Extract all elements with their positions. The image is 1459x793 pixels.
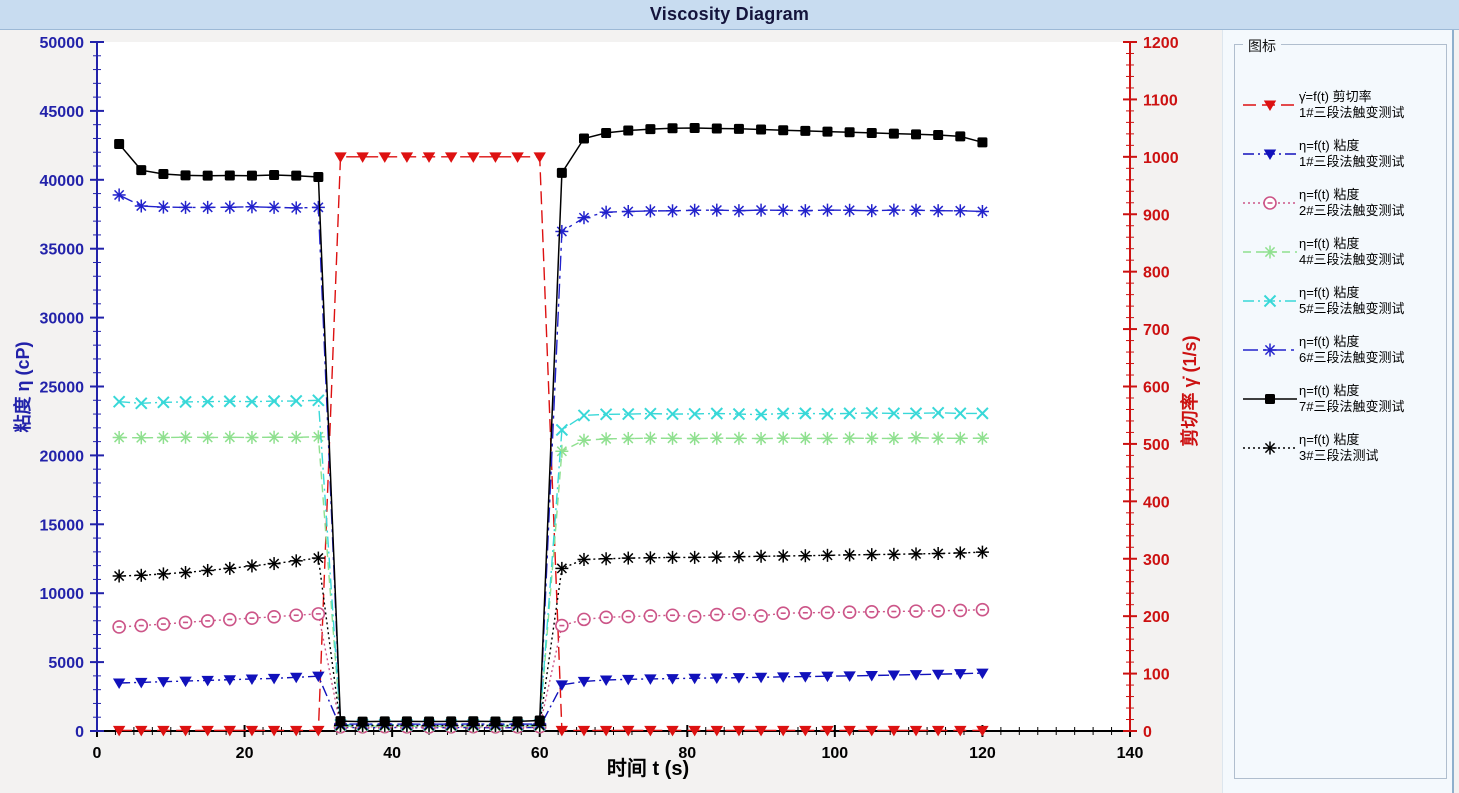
svg-text:45000: 45000 [40,104,85,121]
legend-label-line1: η=f(t) 粘度 [1299,138,1360,153]
legend-sample-asterisk-icon [1243,343,1297,357]
legend-label-line2: 2#三段法触变测试 [1299,203,1405,218]
legend-label-line1: η=f(t) 粘度 [1299,432,1360,447]
svg-text:20: 20 [236,745,254,762]
series-viscosity-2 [112,602,990,734]
svg-text:20000: 20000 [40,448,85,465]
legend-label: η=f(t) 粘度 5#三段法触变测试 [1299,285,1404,317]
legend-label-line1: η=f(t) 粘度 [1299,334,1360,349]
legend-item-viscosity-3: η=f(t) 粘度 3#三段法测试 [1241,426,1441,470]
legend-sample-square-icon [1243,394,1297,404]
left-axis-title: 粘度 η (cP) [13,341,33,433]
svg-text:700: 700 [1143,322,1170,339]
legend-label: η=f(t) 粘度 4#三段法触变测试 [1299,236,1404,268]
legend-label-line2: 1#三段法触变测试 [1299,105,1405,120]
legend-label-line2: 3#三段法测试 [1299,448,1379,463]
svg-text:30000: 30000 [40,311,85,328]
svg-text:100: 100 [1143,667,1170,684]
svg-text:500: 500 [1143,437,1170,454]
svg-text:900: 900 [1143,207,1170,224]
legend-item-shear-rate-1: γ̇=f(t) 剪切率 1#三段法触变测试 [1241,83,1441,127]
legend-label-line2: 7#三段法触变测试 [1299,399,1405,414]
svg-text:300: 300 [1143,552,1170,569]
legend-label: η=f(t) 粘度 7#三段法触变测试 [1299,383,1404,415]
svg-text:1100: 1100 [1143,92,1178,109]
svg-text:80: 80 [678,745,696,762]
legend-label-line1: η=f(t) 粘度 [1299,383,1360,398]
legend-item-viscosity-4: η=f(t) 粘度 4#三段法触变测试 [1241,230,1441,274]
svg-text:15000: 15000 [40,517,85,534]
svg-text:25000: 25000 [40,380,85,397]
legend-label: γ̇=f(t) 剪切率 1#三段法触变测试 [1299,89,1404,121]
legend-sample-tri-down-icon [1243,100,1297,111]
svg-text:0: 0 [93,745,102,762]
svg-text:60: 60 [531,745,549,762]
svg-text:5000: 5000 [48,655,84,672]
svg-text:40000: 40000 [40,173,85,190]
legend-label-line1: η=f(t) 粘度 [1299,187,1360,202]
svg-text:100: 100 [822,745,849,762]
legend-label: η=f(t) 粘度 6#三段法触变测试 [1299,334,1404,366]
svg-text:0: 0 [75,724,84,741]
legend-label-line1: η=f(t) 粘度 [1299,285,1360,300]
legend-label-line1: γ̇=f(t) 剪切率 [1299,89,1372,104]
svg-text:10000: 10000 [40,586,85,603]
legend-sample-asterisk-icon [1243,245,1297,259]
legend-label-line2: 5#三段法触变测试 [1299,301,1405,316]
series-viscosity-6 [112,188,989,731]
legend-item-viscosity-7: η=f(t) 粘度 7#三段法触变测试 [1241,377,1441,421]
legend-sample-circle-dot-icon [1243,196,1297,210]
legend-label-line2: 6#三段法触变测试 [1299,350,1405,365]
svg-text:400: 400 [1143,494,1170,511]
legend-groupbox: 图标 γ̇=f(t) 剪切率 1#三段法触变测试 η=f(t) 粘度 1#三段法触变测… [1234,36,1447,779]
legend-item-viscosity-1: η=f(t) 粘度 1#三段法触变测试 [1241,132,1441,176]
axes: 0 20 40 60 80 100 120 1400500010000150002000025… [40,35,1179,762]
right-axis-title: 剪切率 γ̇ (1/s) [1180,335,1200,447]
legend-sample-tri-down-icon [1243,149,1297,160]
svg-text:200: 200 [1143,609,1170,626]
series-viscosity-3 [112,545,989,733]
legend-label: η=f(t) 粘度 1#三段法触变测试 [1299,138,1404,170]
legend-title: 图标 [1243,36,1281,56]
legend-sample-x-icon [1243,294,1297,308]
legend-label: η=f(t) 粘度 2#三段法触变测试 [1299,187,1404,219]
legend-panel: 图标 γ̇=f(t) 剪切率 1#三段法触变测试 η=f(t) 粘度 1#三段法触变测… [1222,30,1453,793]
legend-label-line2: 1#三段法触变测试 [1299,154,1405,169]
svg-text:600: 600 [1143,380,1170,397]
legend-item-viscosity-6: η=f(t) 粘度 6#三段法触变测试 [1241,328,1441,372]
chart-title-band: Viscosity Diagram [0,0,1459,30]
legend-label: η=f(t) 粘度 3#三段法测试 [1299,432,1378,464]
svg-text:120: 120 [969,745,996,762]
svg-text:140: 140 [1117,745,1144,762]
svg-text:35000: 35000 [40,242,85,259]
svg-text:40: 40 [383,745,401,762]
panel-right-edge [1452,30,1454,793]
x-axis-title: 时间 t (s) [606,758,690,780]
legend-label-line2: 4#三段法触变测试 [1299,252,1405,267]
legend-item-viscosity-5: η=f(t) 粘度 5#三段法触变测试 [1241,279,1441,323]
svg-text:50000: 50000 [40,35,85,52]
svg-text:0: 0 [1143,724,1152,741]
svg-text:1200: 1200 [1143,35,1179,52]
svg-text:800: 800 [1143,265,1170,282]
legend-label-line1: η=f(t) 粘度 [1299,236,1360,251]
legend-sample-asterisk-icon [1243,441,1297,455]
legend-item-viscosity-2: η=f(t) 粘度 2#三段法触变测试 [1241,181,1441,225]
svg-text:1000: 1000 [1143,150,1179,167]
chart-title: Viscosity Diagram [649,4,810,24]
